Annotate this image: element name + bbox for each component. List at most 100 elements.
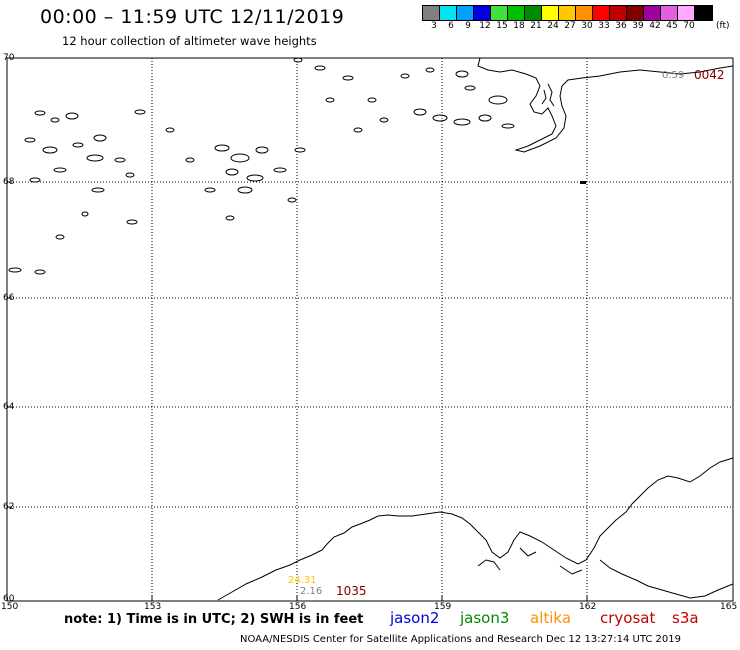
south-coastline (217, 457, 734, 601)
ice-floe (185, 157, 195, 163)
obs-value: 0.59 (662, 70, 685, 81)
legend-swatch-18 (508, 6, 525, 20)
ice-floe (287, 197, 297, 203)
ice-floe (432, 114, 448, 122)
legend-swatch-30 (576, 6, 593, 20)
south-coastline-inner (477, 547, 734, 599)
estuary-shore (541, 83, 555, 107)
ice-floe (204, 187, 216, 193)
axis-ticks (7, 181, 588, 601)
ice-floe (413, 108, 427, 116)
legend-swatch-36 (610, 6, 627, 20)
ice-floe (65, 112, 79, 120)
ice-floe (379, 117, 389, 123)
lat-label-70: 70 (3, 53, 15, 63)
lon-label-159: 159 (434, 602, 452, 612)
legend-swatch-21 (525, 6, 542, 20)
ice-floe (34, 110, 46, 116)
ice-floe (455, 70, 469, 78)
ice-floe (134, 109, 146, 115)
legend-swatch-6 (440, 6, 457, 20)
footer-credit: NOAA/NESDIS Center for Satellite Applica… (240, 634, 682, 645)
lon-label-153: 153 (144, 602, 162, 612)
graticule (7, 58, 733, 601)
ice-floe (453, 118, 471, 126)
lon-label-150: 150 (1, 602, 19, 612)
island-mark (580, 181, 586, 184)
legend-swatch-70 (678, 6, 695, 20)
wave-height-legend (422, 5, 713, 21)
ice-floe (125, 172, 135, 178)
ice-floe (114, 157, 126, 163)
ice-floe (93, 134, 107, 142)
ice-floe (214, 144, 230, 152)
ice-floe (425, 67, 435, 73)
obs-time: 0042 (694, 68, 725, 82)
ice-floes-west (8, 109, 175, 275)
ice-floe (86, 154, 104, 162)
lat-label-68: 68 (3, 177, 15, 187)
ice-floe (42, 146, 58, 154)
map-frame (6, 57, 734, 602)
legend-label: 70 (683, 21, 695, 31)
ice-floe (91, 187, 105, 193)
ice-floe (273, 167, 287, 173)
ice-floe (501, 123, 515, 129)
ice-floe (293, 57, 303, 63)
legend-label: 30 (581, 21, 593, 31)
legend-swatch-24 (542, 6, 559, 20)
obs-value: 24.31 (288, 575, 317, 586)
lon-label-162: 162 (579, 602, 597, 612)
ice-floes-central (185, 57, 389, 221)
ice-floe (400, 73, 410, 79)
ice-floe (81, 211, 89, 217)
ice-floe (126, 219, 138, 225)
legend-label: 36 (615, 21, 627, 31)
legend-label: 15 (496, 21, 508, 31)
ice-floe (34, 269, 46, 275)
ice-floes-northeast (400, 67, 515, 129)
ice-floe (53, 167, 67, 173)
lon-label-156: 156 (289, 602, 307, 612)
legend-swatch-39 (627, 6, 644, 20)
legend-label: 21 (530, 21, 542, 31)
lon-label-165: 165 (720, 602, 738, 612)
units-note: note: 1) Time is in UTC; 2) SWH is in fe… (64, 612, 364, 627)
legend-label: 24 (547, 21, 559, 31)
ice-floe (488, 95, 508, 105)
legend-label: 6 (448, 21, 454, 31)
satellite-cryosat: cryosat (600, 609, 656, 627)
ice-floe (230, 153, 250, 163)
ice-floe (325, 97, 335, 103)
satellite-jason2: jason2 (390, 609, 440, 627)
north-coastline (477, 57, 734, 153)
obs-value: 2.16 (300, 586, 323, 597)
legend-unit: (ft) (716, 21, 730, 31)
legend-swatch-33 (593, 6, 610, 20)
ice-floe (314, 65, 326, 71)
legend-swatch-3 (423, 6, 440, 20)
ice-floe (255, 146, 269, 154)
ice-floe (72, 142, 84, 148)
ice-floe (294, 147, 306, 153)
ice-floe (225, 215, 235, 221)
ice-floe (50, 117, 60, 123)
ice-floe (246, 174, 264, 182)
satellite-s3a: s3a (672, 609, 699, 627)
legend-swatch-15 (491, 6, 508, 20)
ice-floe (237, 186, 253, 194)
legend-swatch-max (695, 6, 712, 20)
ice-floe (464, 85, 476, 91)
ice-floe (55, 234, 65, 240)
ice-floe (478, 114, 492, 122)
legend-label: 45 (666, 21, 678, 31)
legend-swatch-45 (661, 6, 678, 20)
ice-floe (342, 75, 354, 81)
chart-title: 00:00 – 11:59 UTC 12/11/2019 (40, 6, 345, 28)
legend-label: 18 (513, 21, 525, 31)
legend-label: 42 (649, 21, 661, 31)
satellite-altika: altika (530, 609, 572, 627)
legend-swatch-9 (457, 6, 474, 20)
legend-label: 12 (479, 21, 491, 31)
